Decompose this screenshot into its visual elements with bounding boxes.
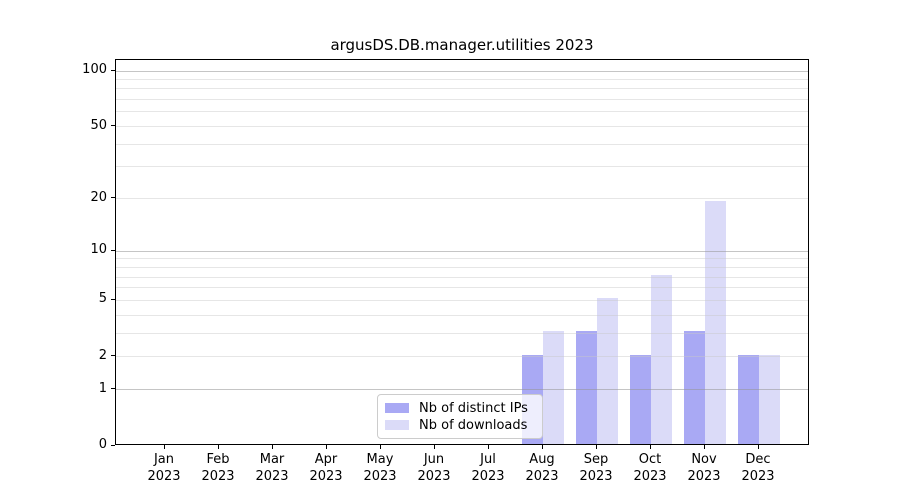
x-tick-label-feb: Feb 2023 <box>201 452 235 484</box>
y-tick-mark-5 <box>111 298 115 300</box>
x-tick-mark-apr <box>326 445 327 449</box>
y-tick-mark-100 <box>111 69 115 71</box>
x-tick-mark-oct <box>650 445 651 449</box>
y-tick-mark-50 <box>111 125 115 127</box>
x-tick-label-oct: Oct 2023 <box>633 452 667 484</box>
legend-swatch-downloads <box>385 420 409 430</box>
bar-sep-distinct-ips <box>576 331 597 444</box>
x-tick-mark-aug <box>542 445 543 449</box>
x-tick-label-sep: Sep 2023 <box>579 452 613 484</box>
y-tick-mark-2 <box>111 355 115 357</box>
y-tick-label-5: 5 <box>98 291 107 307</box>
x-tick-label-mar: Mar 2023 <box>255 452 289 484</box>
x-tick-mark-jun <box>434 445 435 449</box>
bar-nov-downloads <box>705 200 726 444</box>
x-tick-mark-feb <box>218 445 219 449</box>
x-tick-mark-may <box>380 445 381 449</box>
x-tick-mark-jan <box>164 445 165 449</box>
x-tick-label-jun: Jun 2023 <box>417 452 451 484</box>
bar-oct-distinct-ips <box>630 354 651 444</box>
legend-item-distinct-ips: Nb of distinct IPs <box>385 400 533 416</box>
x-tick-mark-sep <box>596 445 597 449</box>
bar-nov-distinct-ips <box>684 331 705 444</box>
legend-swatch-distinct-ips <box>385 403 409 413</box>
x-tick-mark-nov <box>704 445 705 449</box>
bar-aug-downloads <box>543 331 564 444</box>
bar-dec-downloads <box>759 354 780 444</box>
legend-label-downloads: Nb of downloads <box>419 417 528 433</box>
bar-dec-distinct-ips <box>738 354 759 444</box>
x-tick-mark-jul <box>488 445 489 449</box>
x-tick-label-jan: Jan 2023 <box>147 452 181 484</box>
bar-sep-downloads <box>597 298 618 444</box>
y-tick-mark-20 <box>111 197 115 199</box>
x-tick-label-may: May 2023 <box>363 452 397 484</box>
legend: Nb of distinct IPs Nb of downloads <box>377 394 543 439</box>
legend-label-distinct-ips: Nb of distinct IPs <box>419 400 528 416</box>
x-tick-label-aug: Aug 2023 <box>525 452 559 484</box>
x-tick-label-apr: Apr 2023 <box>309 452 343 484</box>
chart-title: argusDS.DB.manager.utilities 2023 <box>330 36 594 54</box>
y-tick-label-100: 100 <box>82 62 107 77</box>
y-tick-mark-1 <box>111 388 115 390</box>
y-tick-mark-0 <box>111 444 115 446</box>
plot-area <box>115 59 809 445</box>
x-tick-label-jul: Jul 2023 <box>471 452 505 484</box>
x-tick-label-nov: Nov 2023 <box>687 452 721 484</box>
bar-oct-downloads <box>651 275 672 444</box>
y-tick-mark-10 <box>111 249 115 251</box>
y-tick-label-50: 50 <box>90 117 107 133</box>
x-tick-label-dec: Dec 2023 <box>741 452 775 484</box>
y-tick-label-1: 1 <box>98 380 107 396</box>
x-tick-mark-mar <box>272 445 273 449</box>
y-tick-label-20: 20 <box>90 189 107 205</box>
legend-item-downloads: Nb of downloads <box>385 417 533 433</box>
y-tick-label-10: 10 <box>90 242 107 258</box>
x-tick-mark-dec <box>758 445 759 449</box>
y-tick-label-2: 2 <box>98 347 107 363</box>
bars-layer <box>116 60 808 444</box>
y-tick-label-0: 0 <box>98 437 107 452</box>
